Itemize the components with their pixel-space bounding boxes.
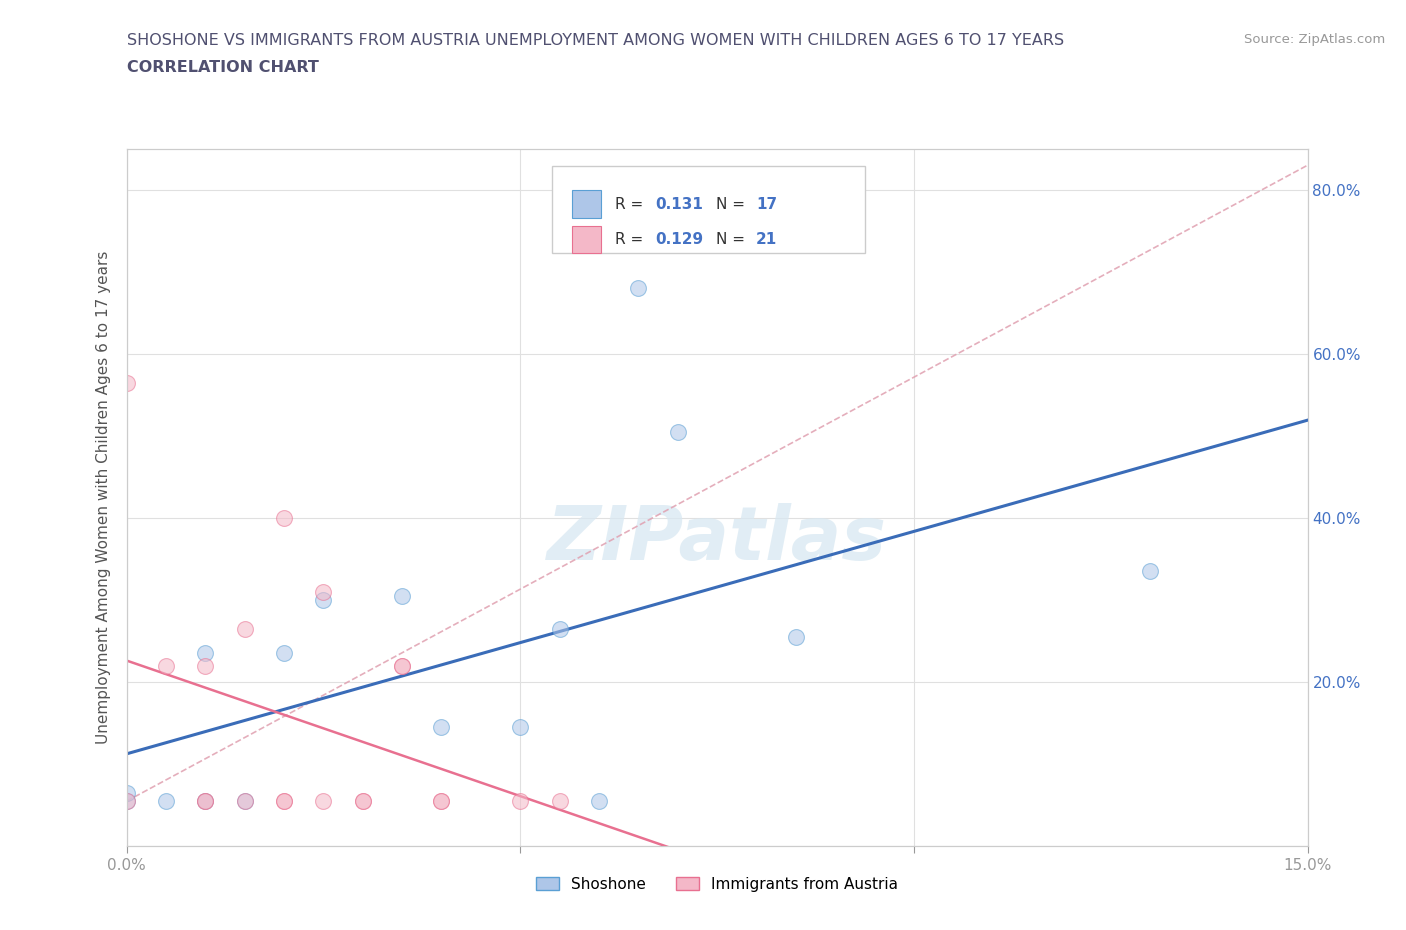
Point	[391, 589, 413, 604]
Y-axis label: Unemployment Among Women with Children Ages 6 to 17 years: Unemployment Among Women with Children A…	[96, 251, 111, 744]
Point	[430, 793, 453, 808]
Point	[627, 281, 650, 296]
FancyBboxPatch shape	[551, 166, 865, 254]
Text: R =: R =	[616, 232, 648, 247]
Point	[588, 793, 610, 808]
Point	[115, 793, 138, 808]
Point	[430, 720, 453, 735]
Point	[1139, 564, 1161, 578]
Point	[155, 658, 177, 673]
Text: 0.131: 0.131	[655, 197, 703, 212]
Point	[785, 630, 807, 644]
Text: CORRELATION CHART: CORRELATION CHART	[127, 60, 318, 75]
Text: SHOSHONE VS IMMIGRANTS FROM AUSTRIA UNEMPLOYMENT AMONG WOMEN WITH CHILDREN AGES : SHOSHONE VS IMMIGRANTS FROM AUSTRIA UNEM…	[127, 33, 1064, 47]
Point	[391, 658, 413, 673]
Point	[115, 793, 138, 808]
Point	[194, 793, 217, 808]
Point	[312, 584, 335, 599]
Point	[233, 793, 256, 808]
Legend: Shoshone, Immigrants from Austria: Shoshone, Immigrants from Austria	[530, 870, 904, 898]
Point	[273, 793, 295, 808]
Text: ZIPatlas: ZIPatlas	[547, 503, 887, 576]
Point	[155, 793, 177, 808]
Point	[548, 621, 571, 636]
Point	[509, 720, 531, 735]
Text: R =: R =	[616, 197, 648, 212]
Point	[312, 592, 335, 607]
Point	[233, 621, 256, 636]
Point	[352, 793, 374, 808]
Point	[115, 786, 138, 801]
Point	[666, 424, 689, 439]
Point	[194, 658, 217, 673]
Text: Source: ZipAtlas.com: Source: ZipAtlas.com	[1244, 33, 1385, 46]
Bar	[572, 191, 602, 219]
Point	[273, 646, 295, 661]
Point	[391, 658, 413, 673]
Point	[233, 793, 256, 808]
Text: N =: N =	[716, 197, 749, 212]
Point	[194, 793, 217, 808]
Point	[194, 793, 217, 808]
Point	[352, 793, 374, 808]
Point	[273, 511, 295, 525]
Point	[194, 646, 217, 661]
Text: N =: N =	[716, 232, 749, 247]
Point	[273, 793, 295, 808]
Point	[312, 793, 335, 808]
Bar	[572, 226, 602, 254]
Text: 21: 21	[756, 232, 778, 247]
Point	[509, 793, 531, 808]
Text: 0.129: 0.129	[655, 232, 704, 247]
Point	[430, 793, 453, 808]
Text: 17: 17	[756, 197, 778, 212]
Point	[115, 375, 138, 390]
Point	[548, 793, 571, 808]
